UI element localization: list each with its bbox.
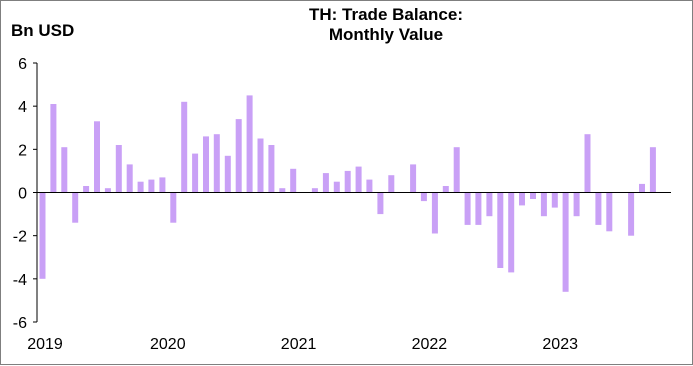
y-tick-label-6: 6: [18, 56, 27, 73]
bar-6: [104, 188, 111, 193]
bar-27: [333, 181, 340, 193]
bar-48: [562, 192, 569, 292]
bar-2: [61, 147, 68, 193]
bar-56: [649, 147, 656, 193]
bar-18: [235, 119, 242, 193]
bar-19: [246, 95, 253, 193]
bar-49: [573, 192, 580, 217]
y-tick-label--6: -6: [13, 315, 27, 332]
bar-12: [170, 192, 177, 223]
bar-4: [83, 186, 90, 193]
bar-45: [530, 192, 536, 199]
bar-3: [72, 192, 79, 223]
bar-42: [497, 192, 504, 268]
bar-20: [257, 138, 264, 193]
bar-1: [50, 104, 57, 193]
bar-30: [366, 179, 373, 193]
bar-46: [540, 192, 547, 217]
chart-title: TH: Trade Balance: Monthly Value: [231, 5, 541, 45]
bar-9: [137, 181, 144, 193]
bar-32: [388, 175, 395, 193]
bar-16: [213, 134, 220, 193]
bar-34: [410, 164, 417, 193]
bar-15: [203, 136, 209, 193]
bar-29: [355, 166, 362, 193]
bar-40: [475, 192, 482, 225]
bar-21: [268, 145, 275, 193]
x-tick-label-2021: 2021: [281, 336, 317, 353]
x-tick-label-2023: 2023: [542, 336, 578, 353]
bar-8: [126, 164, 133, 193]
bar-28: [344, 170, 351, 193]
bar-25: [311, 188, 318, 193]
bar-10: [148, 179, 155, 193]
bar-36: [431, 192, 438, 234]
bar-11: [159, 177, 166, 193]
x-tick-label-2019: 2019: [27, 336, 63, 353]
bar-38: [453, 147, 460, 193]
bar-47: [551, 192, 558, 208]
bar-52: [606, 192, 613, 232]
y-tick-label-4: 4: [18, 99, 27, 116]
y-axis-unit-label: Bn USD: [11, 21, 75, 40]
bar-13: [181, 101, 188, 193]
chart-title-line-1: TH: Trade Balance:: [309, 5, 463, 24]
y-tick-label--2: -2: [13, 229, 27, 246]
bar-50: [584, 134, 591, 193]
x-tick-label-2022: 2022: [412, 336, 448, 353]
bar-41: [486, 192, 493, 217]
y-tick-label--4: -4: [13, 272, 27, 289]
y-tick-label-2: 2: [18, 142, 27, 159]
bar-14: [192, 153, 199, 193]
bar-0: [39, 192, 46, 279]
bar-31: [377, 192, 384, 215]
bar-43: [508, 192, 515, 273]
bar-5: [94, 121, 100, 193]
bar-17: [224, 155, 231, 193]
bar-54: [628, 192, 635, 236]
bar-37: [442, 186, 449, 193]
bar-7: [115, 145, 122, 193]
bar-44: [519, 192, 525, 206]
y-tick-label-0: 0: [18, 186, 27, 203]
x-tick-label-2020: 2020: [150, 336, 186, 353]
bar-35: [420, 192, 427, 202]
bar-55: [639, 183, 645, 193]
bar-22: [279, 188, 286, 193]
bar-51: [595, 192, 602, 225]
chart-title-line-2: Monthly Value: [328, 25, 444, 44]
bar-39: [464, 192, 471, 225]
bar-26: [322, 173, 329, 193]
bar-23: [290, 168, 297, 193]
